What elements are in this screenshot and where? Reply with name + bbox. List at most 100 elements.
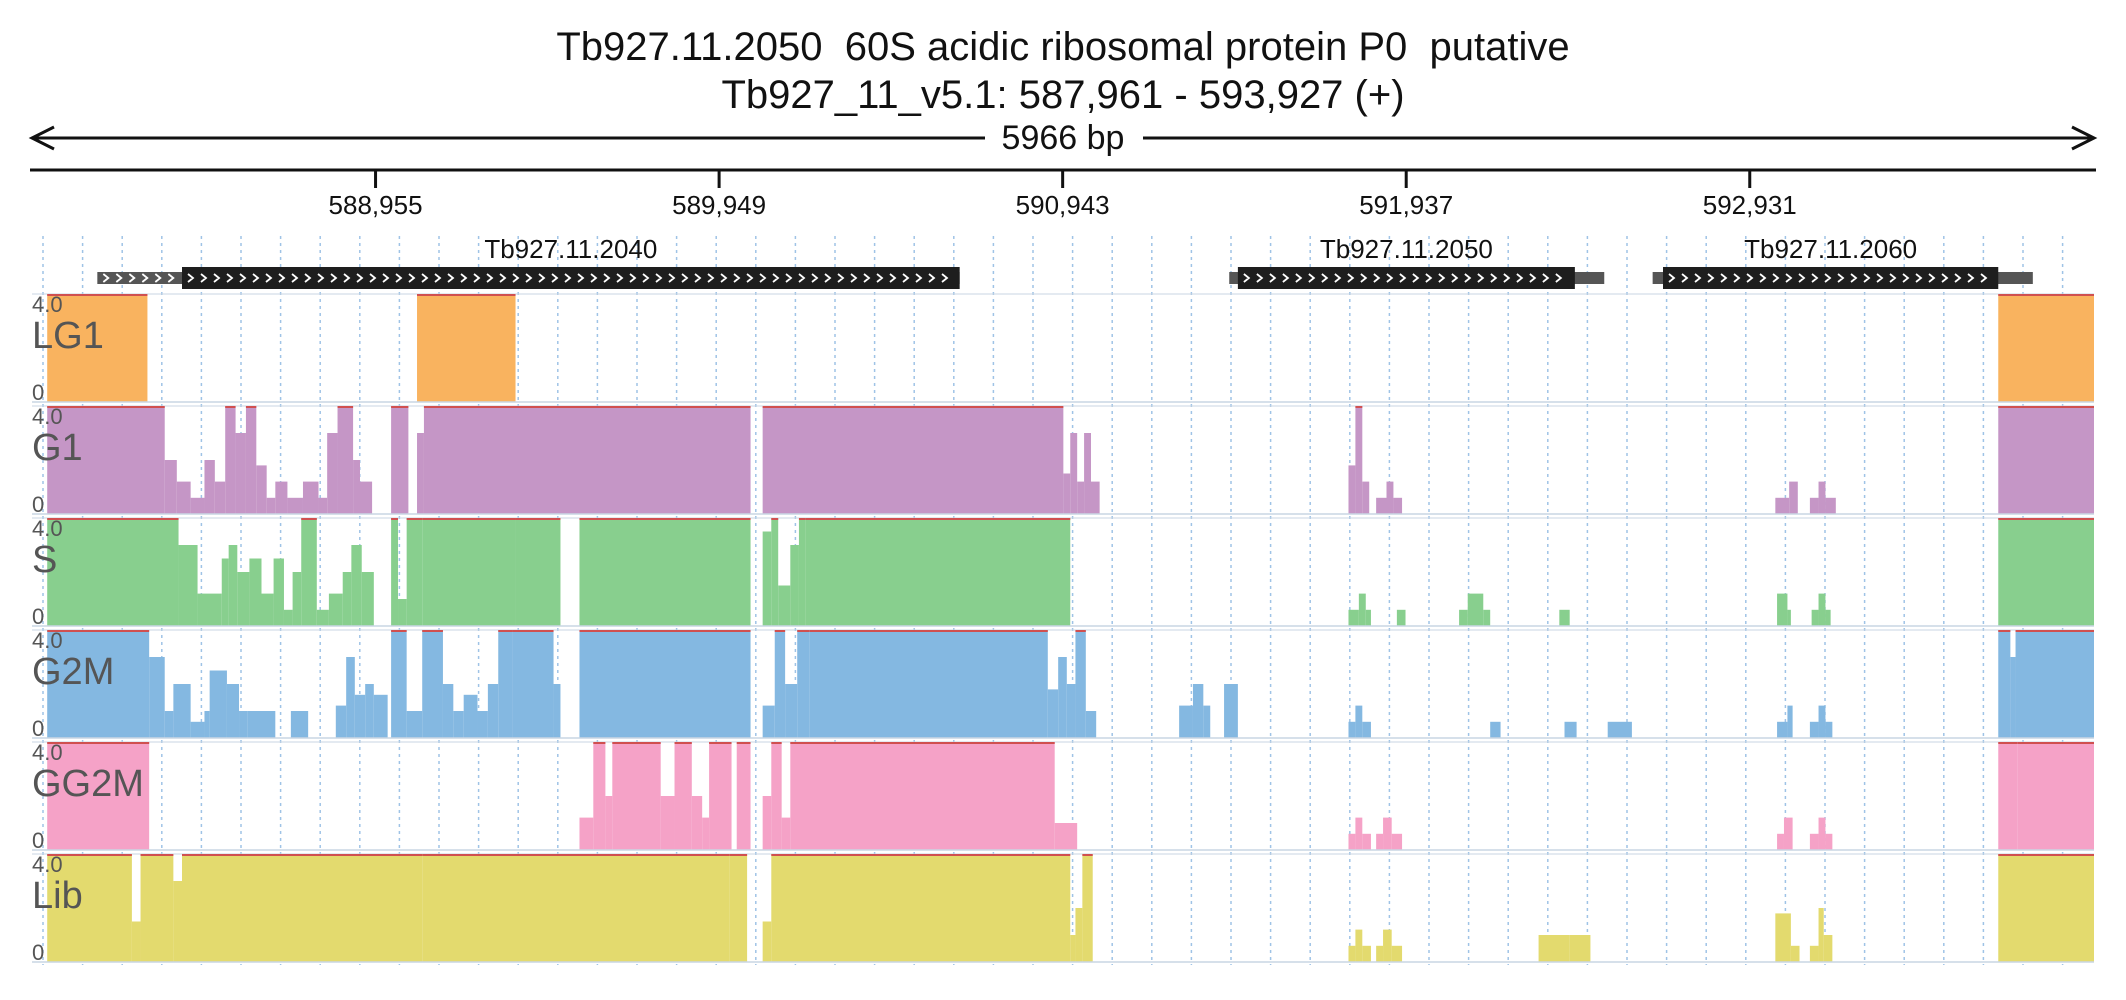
coverage-bar xyxy=(228,545,238,626)
gene-cds xyxy=(1237,267,1575,289)
coverage-bar xyxy=(1348,721,1356,738)
coverage-bar xyxy=(1825,721,1833,738)
coverage-bar xyxy=(2010,657,2016,738)
coverage-bar xyxy=(785,684,798,738)
coverage-bar xyxy=(729,854,748,962)
coverage-bar xyxy=(487,684,499,738)
coverage-bar xyxy=(1084,433,1091,514)
coverage-bar xyxy=(762,531,772,626)
locus-coordinates: Tb927_11_v5.1: 587,961 - 593,927 (+) xyxy=(721,73,1405,117)
coverage-bar xyxy=(771,518,779,626)
coverage-bar xyxy=(1825,609,1831,626)
coverage-bar xyxy=(245,406,257,514)
coverage-bar xyxy=(1348,945,1356,962)
coverage-bar xyxy=(1082,854,1093,962)
coverage-bar xyxy=(422,854,730,962)
track-max-label: 4.0 xyxy=(32,740,63,765)
coverage-bar xyxy=(1811,609,1819,626)
coverage-bar xyxy=(778,585,791,626)
coverage-bar xyxy=(771,742,782,850)
gene-Tb927.11.2050[interactable]: Tb927.11.2050 xyxy=(1229,234,1605,289)
coverage-bar xyxy=(353,460,360,514)
coverage-bar xyxy=(1818,481,1826,514)
coverage-bar xyxy=(328,593,343,626)
coverage-bar xyxy=(1058,657,1067,738)
ruler-ticks: 588,955 589,949 590,943 591,937 592,931 xyxy=(329,170,1797,220)
coverage-bar xyxy=(176,481,191,514)
coverage-bar xyxy=(1775,497,1790,514)
coverage-bar xyxy=(1362,833,1371,850)
coverage-bar xyxy=(1376,945,1384,962)
coverage-bar xyxy=(1483,609,1491,626)
coverage-bar xyxy=(361,572,374,626)
coverage-bar xyxy=(1075,630,1086,738)
track-name-label: G2M xyxy=(32,651,114,693)
track-max-label: 4.0 xyxy=(32,852,63,877)
coverage-bar xyxy=(1090,481,1100,514)
coverage-bar xyxy=(423,406,751,514)
coverage-bar xyxy=(197,593,222,626)
coverage-bar xyxy=(1787,609,1791,626)
coverage-bar xyxy=(365,684,374,738)
coverage-bar xyxy=(709,742,732,850)
coverage-bar xyxy=(1077,481,1085,514)
track-min-label: 0 xyxy=(32,716,44,741)
track-min-label: 0 xyxy=(32,940,44,965)
gene-Tb927.11.2060[interactable]: Tb927.11.2060 xyxy=(1652,234,2033,289)
coverage-bar xyxy=(391,406,409,514)
ruler-tick-label: 590,943 xyxy=(1016,190,1110,220)
coverage-bar xyxy=(736,742,751,850)
coverage-bar xyxy=(1075,908,1083,962)
coverage-bar xyxy=(422,518,516,626)
coverage-bar xyxy=(261,593,274,626)
track-s[interactable]: 4.0 0 S xyxy=(32,516,2094,629)
coverage-bar xyxy=(131,921,141,962)
coverage-bar xyxy=(1787,705,1793,738)
coverage-bar xyxy=(1998,854,2094,962)
coverage-bar xyxy=(1355,705,1363,738)
track-gg2m[interactable]: 4.0 0 GG2M xyxy=(32,740,2094,853)
track-g2m[interactable]: 4.0 0 G2M xyxy=(32,628,2094,741)
coverage-bar xyxy=(660,796,675,850)
coverage-bar xyxy=(1809,497,1819,514)
ruler-tick-label: 591,937 xyxy=(1359,190,1453,220)
coverage-bar xyxy=(805,518,1071,626)
coverage-bar xyxy=(1777,593,1788,626)
gene-label: Tb927.11.2040 xyxy=(484,234,657,264)
coverage-bar xyxy=(477,711,488,738)
ruler-tick-label: 589,949 xyxy=(672,190,766,220)
track-lib[interactable]: 4.0 0 Lib xyxy=(32,852,2094,965)
coverage-bar xyxy=(762,406,1064,514)
coverage-bar xyxy=(173,881,183,962)
coverage-bar xyxy=(301,518,317,626)
coverage-bar xyxy=(417,294,516,402)
track-max-label: 4.0 xyxy=(32,404,63,429)
track-lg1[interactable]: 4.0 0 LG1 xyxy=(32,292,2094,405)
coverage-bar xyxy=(579,817,594,850)
coverage-bar xyxy=(1777,833,1784,850)
coverage-bar xyxy=(1818,593,1826,626)
coverage-bar xyxy=(351,545,362,626)
coverage-bar xyxy=(318,497,328,514)
coverage-bar xyxy=(47,742,150,850)
strand-chevrons xyxy=(187,273,949,283)
coverage-bar xyxy=(256,465,267,514)
coverage-bar xyxy=(1825,833,1833,850)
coverage-bar xyxy=(1224,684,1238,738)
coverage-bar xyxy=(442,684,454,738)
coverage-bar xyxy=(771,854,1071,962)
coverage-bar xyxy=(335,705,347,738)
coverage-bar xyxy=(1467,593,1484,626)
coverage-bar xyxy=(579,630,751,738)
track-g1[interactable]: 4.0 0 G1 xyxy=(32,404,2094,517)
coverage-bar xyxy=(226,684,240,738)
coverage-bar xyxy=(235,433,246,514)
ruler-tick-label: 588,955 xyxy=(329,190,423,220)
coverage-bar xyxy=(1391,945,1403,962)
coverage-bar xyxy=(190,497,205,514)
coverage-bar xyxy=(417,433,424,514)
coverage-bar xyxy=(579,518,751,626)
coverage-bar xyxy=(774,630,786,738)
gene-Tb927.11.2040[interactable]: Tb927.11.2040 xyxy=(97,234,960,289)
coverage-bar xyxy=(762,921,772,962)
